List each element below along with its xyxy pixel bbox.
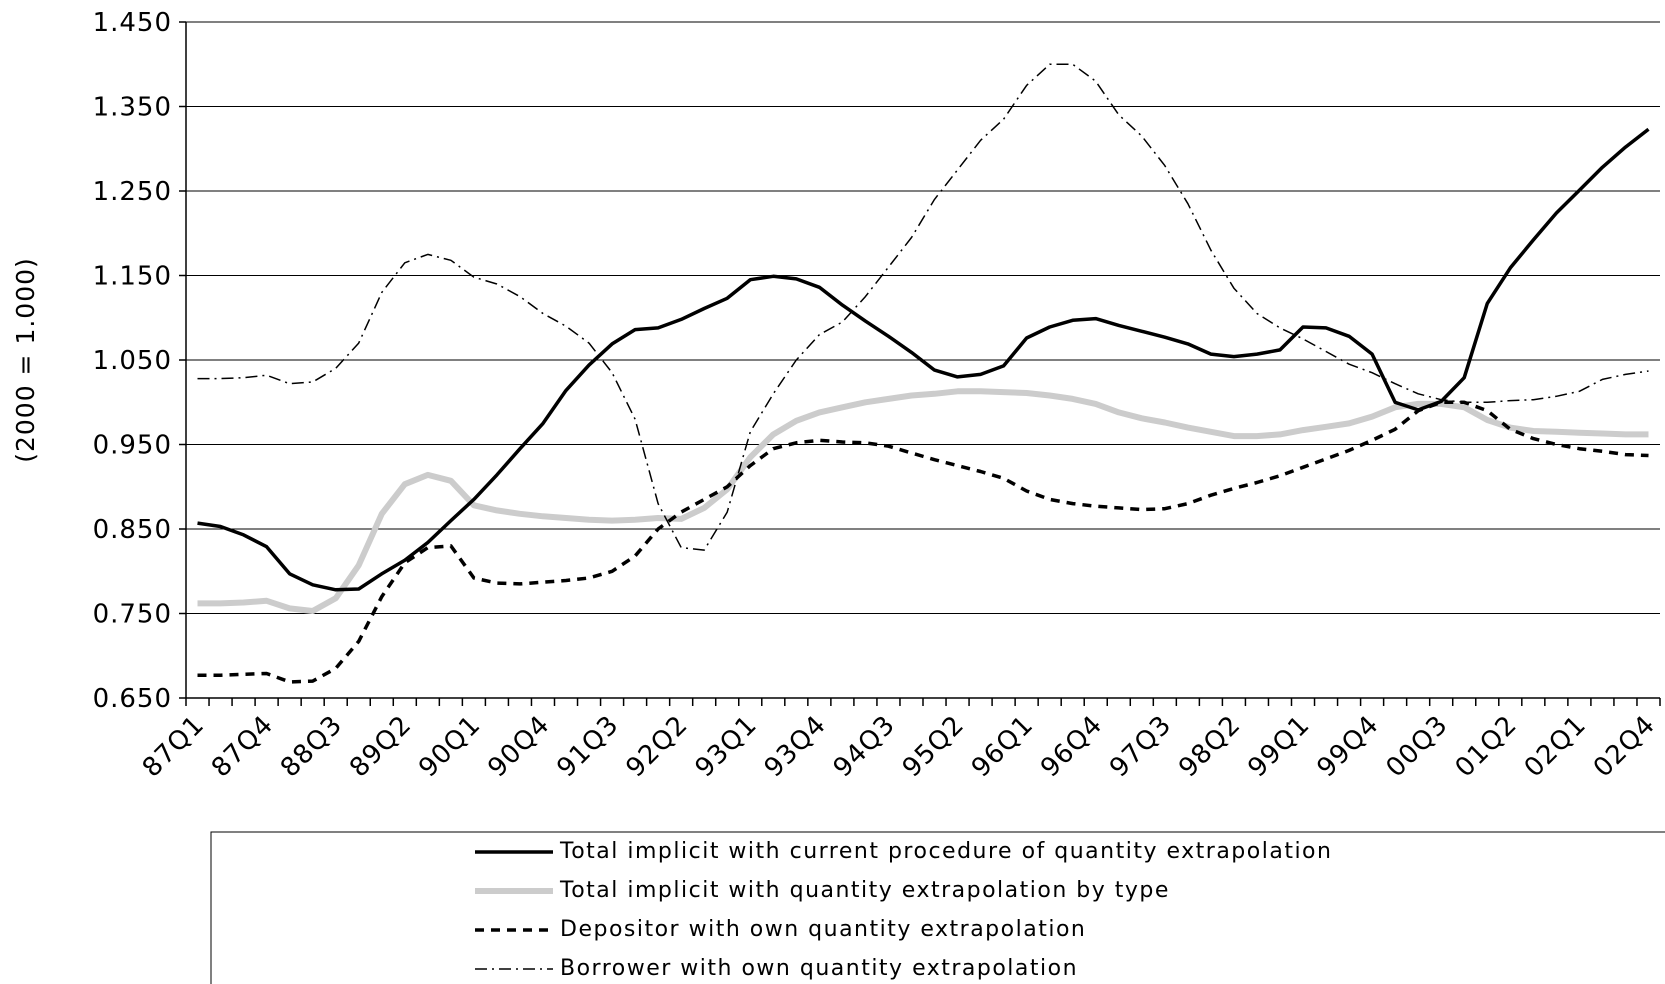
x-tick-label: 97Q3 [1104,710,1178,784]
series-line [197,388,1649,614]
y-tick-label: 1.250 [93,177,172,207]
x-tick-label: 87Q1 [137,710,211,784]
y-tick-label: 0.750 [93,600,172,630]
series-line [197,127,1650,592]
x-tick-label: 02Q1 [1519,710,1593,784]
x-tick-label: 02Q4 [1588,710,1662,784]
x-tick-label: 98Q2 [1173,710,1247,784]
y-tick-label: 1.350 [93,93,172,123]
legend-label: Depositor with own quantity extrapolatio… [560,917,1086,942]
x-tick-label: 91Q3 [551,710,625,784]
series-line [197,400,1649,684]
y-axis-label: (2000 = 1.000) [11,257,40,463]
series-line [197,63,1649,551]
y-tick-label: 0.950 [93,431,172,461]
x-tick-label: 88Q3 [275,710,349,784]
x-tick-label: 90Q4 [482,710,556,784]
legend-label: Total implicit with quantity extrapolati… [559,878,1170,903]
y-tick-label: 0.850 [93,515,172,545]
legend-label: Total implicit with current procedure of… [559,839,1332,864]
x-tick-label: 89Q2 [344,710,418,784]
x-tick-label: 99Q1 [1242,710,1316,784]
y-tick-label: 0.650 [93,684,172,714]
x-tick-label: 99Q4 [1311,710,1385,784]
y-tick-label: 1.150 [93,262,172,292]
x-tick-label: 01Q2 [1450,710,1524,784]
legend-label: Borrower with own quantity extrapolation [560,956,1078,981]
x-tick-label: 90Q1 [413,710,487,784]
x-tick-label: 96Q1 [966,710,1040,784]
x-tick-label: 92Q2 [621,710,695,784]
x-tick-label: 95Q2 [897,710,971,784]
y-tick-label: 1.050 [93,346,172,376]
x-tick-label: 00Q3 [1381,710,1455,784]
y-tick-label: 1.450 [93,8,172,38]
x-tick-label: 96Q4 [1035,710,1109,784]
x-tick-label: 94Q3 [828,710,902,784]
x-tick-label: 93Q4 [759,710,833,784]
x-tick-label: 93Q1 [690,710,764,784]
legend-box [210,831,1665,984]
x-tick-label: 87Q4 [206,710,280,784]
